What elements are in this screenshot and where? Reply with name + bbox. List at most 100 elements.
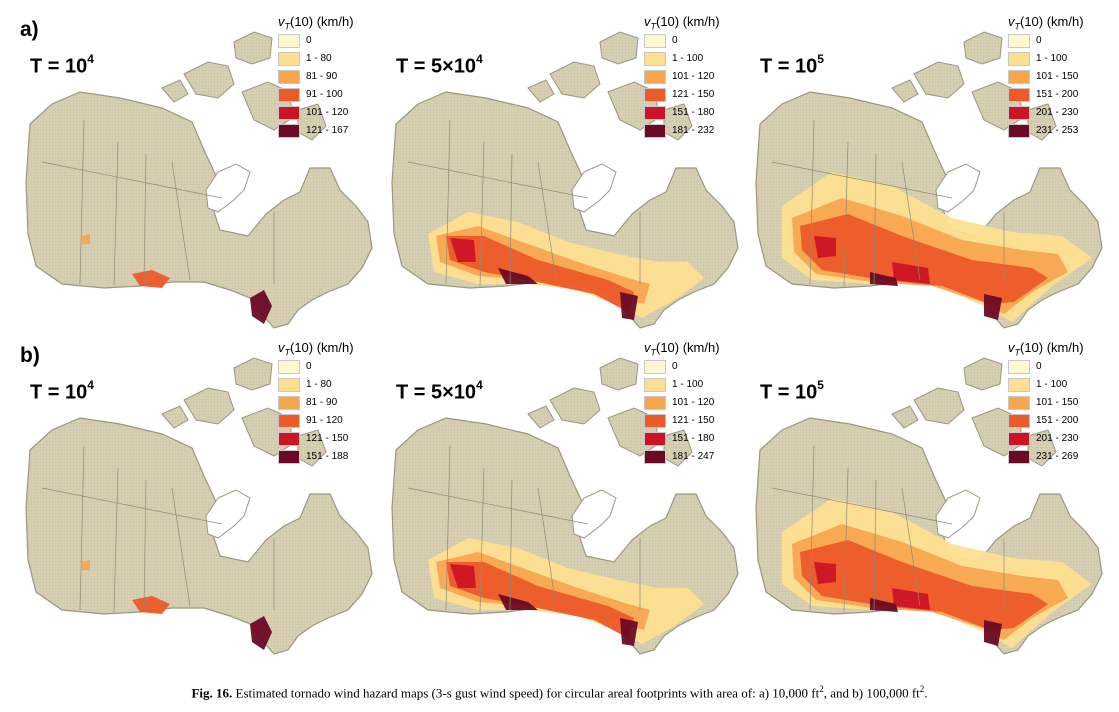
hazard-region	[82, 234, 90, 244]
hazard-region	[446, 562, 634, 638]
legend-entry: 101 - 120	[278, 104, 408, 122]
arctic-island	[913, 61, 965, 99]
province-boundary	[41, 487, 223, 525]
legend-entry: 231 - 253	[1008, 122, 1119, 140]
hazard-map-panel: T = 104 vT(10) (km/h) 0 1 - 80 81 - 90 91 - 1…	[22, 14, 382, 342]
legend-label: 121 - 150	[306, 433, 349, 445]
row-label-b: b)	[20, 344, 40, 367]
province-boundary	[113, 141, 119, 287]
hazard-region	[250, 616, 272, 650]
hazard-map-panel: T = 105 vT(10) (km/h) 0 1 - 100 101 - 150 151…	[752, 340, 1112, 668]
legend-title: vT(10) (km/h)	[644, 14, 774, 32]
legend-swatch	[1008, 33, 1030, 48]
legend-entry: 0	[644, 32, 774, 50]
hazard-region	[892, 588, 930, 610]
arctic-island	[233, 31, 273, 65]
legend-title-subscript: T	[650, 21, 657, 32]
canada-map	[755, 357, 1103, 655]
legend-swatch	[644, 105, 666, 120]
hazard-region	[450, 238, 476, 262]
arctic-island	[183, 387, 235, 425]
legend-label: 101 - 150	[1036, 71, 1079, 83]
legend-entry: 181 - 232	[644, 122, 774, 140]
legend-label: 121 - 150	[672, 415, 715, 427]
legend-label: 151 - 200	[1036, 415, 1079, 427]
legend-label: 1 - 100	[1036, 379, 1068, 391]
legend-title: vT(10) (km/h)	[1008, 14, 1119, 32]
province-boundary	[509, 153, 513, 285]
legend-label: 91 - 100	[306, 89, 343, 101]
legend-entry: 101 - 120	[644, 394, 774, 412]
hazard-map-panel: T = 105 vT(10) (km/h) 0 1 - 100 101 - 150 151…	[752, 14, 1112, 342]
legend-label: 0	[1036, 35, 1042, 47]
province-boundary	[143, 479, 147, 611]
legend-entry: 121 - 150	[644, 412, 774, 430]
province-boundary	[809, 119, 815, 285]
legend-label: 0	[672, 361, 678, 373]
province-boundary	[445, 119, 451, 285]
legend-entry: 91 - 100	[278, 86, 408, 104]
legend-swatch	[644, 413, 666, 428]
return-period-text: T = 10	[760, 55, 818, 78]
legend-label: 1 - 80	[306, 379, 332, 391]
legend-swatch	[644, 395, 666, 410]
legend-label: 231 - 253	[1036, 125, 1079, 137]
wind-speed-legend: vT(10) (km/h) 0 1 - 80 81 - 90 91 - 100 101 -…	[278, 14, 408, 140]
legend-swatch	[278, 431, 300, 446]
legend-title-units: (10) (km/h)	[656, 14, 720, 29]
legend-label: 121 - 167	[306, 125, 349, 137]
legend-swatch	[1008, 359, 1030, 374]
hazard-map-panel: T = 104 vT(10) (km/h) 0 1 - 80 81 - 90 91 - 1…	[22, 340, 382, 668]
legend-swatch	[278, 413, 300, 428]
legend-swatch	[1008, 123, 1030, 138]
legend-entry: 0	[278, 32, 408, 50]
legend-label: 151 - 180	[672, 433, 715, 445]
canada-map	[755, 31, 1103, 329]
arctic-island	[891, 405, 919, 429]
legend-swatch	[644, 123, 666, 138]
legend-entry: 1 - 100	[1008, 50, 1119, 68]
hazard-region	[620, 618, 638, 646]
legend-entry: 81 - 90	[278, 68, 408, 86]
hazard-map-panel: T = 5×104 vT(10) (km/h) 0 1 - 100 101 - 120 1…	[388, 14, 748, 342]
province-boundary	[41, 161, 223, 199]
legend-label: 201 - 230	[1036, 433, 1079, 445]
province-boundary	[79, 119, 85, 285]
legend-title: vT(10) (km/h)	[278, 14, 408, 32]
return-period-text: T = 10	[30, 55, 88, 78]
hazard-region	[498, 268, 538, 284]
legend-entry: 1 - 80	[278, 376, 408, 394]
province-boundary	[407, 161, 589, 199]
arctic-island	[161, 405, 189, 429]
legend-entry: 101 - 150	[1008, 68, 1119, 86]
legend-label: 1 - 80	[306, 53, 332, 65]
hazard-region	[498, 594, 538, 610]
legend-entry: 1 - 80	[278, 50, 408, 68]
legend-swatch	[278, 87, 300, 102]
province-boundary	[171, 487, 191, 607]
hazard-region	[800, 214, 1048, 304]
arctic-island	[549, 387, 601, 425]
legend-title-symbol: v	[644, 340, 651, 355]
province-boundary	[771, 487, 953, 525]
hazard-region	[984, 294, 1002, 320]
legend-label: 0	[672, 35, 678, 47]
legend-title: vT(10) (km/h)	[644, 340, 774, 358]
hudson-bay	[571, 489, 617, 539]
hudson-bay	[571, 163, 617, 213]
province-boundary	[873, 153, 877, 285]
legend-label: 231 - 269	[1036, 451, 1079, 463]
return-period-exponent: 5	[817, 52, 824, 66]
legend-title-subscript: T	[284, 21, 291, 32]
legend-label: 0	[306, 35, 312, 47]
legend-swatch	[278, 123, 300, 138]
legend-label: 81 - 90	[306, 71, 338, 83]
legend-label: 121 - 150	[672, 89, 715, 101]
province-boundary	[771, 161, 953, 199]
legend-entry: 151 - 200	[1008, 86, 1119, 104]
return-period-exponent: 5	[817, 378, 824, 392]
legend-label: 151 - 188	[306, 451, 349, 463]
hazard-region	[82, 560, 90, 570]
hazard-region	[814, 236, 836, 258]
legend-label: 1 - 100	[1036, 53, 1068, 65]
